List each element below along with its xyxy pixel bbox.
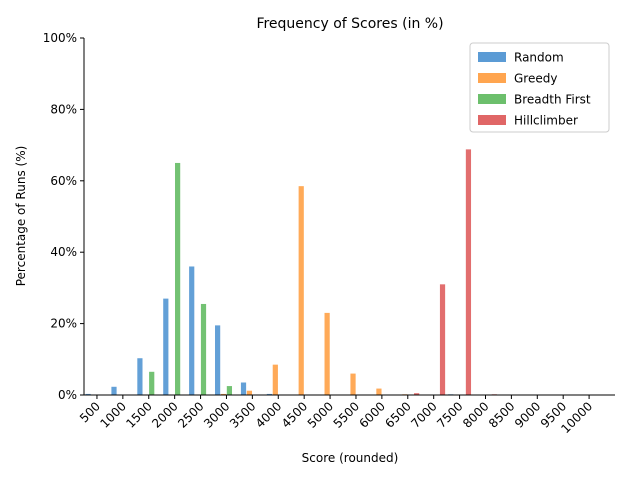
legend-box [469, 42, 610, 133]
bar-hillclimber-7000 [439, 284, 446, 395]
x-tick-label: 9000 [512, 399, 543, 430]
bars-group [85, 149, 497, 395]
x-tick-label: 3500 [227, 399, 258, 430]
bar-random-1500 [137, 358, 143, 395]
y-tick-label: 40% [50, 245, 77, 259]
x-tick-label: 1500 [123, 399, 154, 430]
x-tick-label: 8000 [460, 399, 491, 430]
y-tick-label: 100% [43, 31, 77, 45]
x-tick-label: 2000 [149, 399, 180, 430]
bar-random-3500 [240, 382, 247, 395]
bar-greedy-4500 [298, 186, 304, 395]
legend-label: Hillclimber [514, 114, 578, 128]
x-tick-label: 7500 [434, 399, 465, 430]
x-axis-label: Score (rounded) [302, 451, 399, 465]
bar-random-2500 [189, 266, 195, 395]
x-tick-label: 3000 [201, 399, 232, 430]
chart-title: Frequency of Scores (in %) [256, 16, 443, 32]
y-tick-label: 80% [50, 102, 77, 116]
y-tick-label: 20% [50, 317, 77, 331]
bar-greedy-5500 [350, 373, 356, 395]
bar-random-500 [85, 393, 91, 395]
y-tick-label: 0% [58, 388, 77, 402]
x-tick-label: 7000 [408, 399, 439, 430]
bar-breadth-first-2500 [200, 303, 207, 395]
legend-swatch [478, 73, 506, 83]
bar-random-1000 [111, 386, 117, 395]
bar-random-2000 [163, 298, 169, 395]
bar-greedy-5000 [324, 312, 330, 395]
x-tick-label: 4000 [253, 399, 284, 430]
legend-label: Greedy [514, 72, 557, 86]
x-tick-label: 6500 [382, 399, 413, 430]
bar-greedy-4000 [272, 364, 278, 395]
y-tick-label: 60% [50, 174, 77, 188]
bar-greedy-6000 [376, 388, 382, 395]
bar-breadth-first-3000 [226, 386, 233, 395]
x-tick-label: 4500 [279, 399, 310, 430]
bar-greedy-3500 [246, 390, 253, 395]
legend-label: Breadth First [514, 93, 591, 107]
bar-breadth-first-1500 [149, 371, 155, 395]
legend-swatch [478, 52, 506, 62]
bar-greedy-3000 [220, 393, 227, 395]
y-axis-label: Percentage of Runs (%) [14, 146, 28, 287]
x-tick-label: 8500 [486, 399, 517, 430]
x-tick-label: 2500 [175, 399, 206, 430]
legend: Random Greedy Breadth First Hillclimber [469, 42, 610, 133]
bar-hillclimber-7500 [465, 149, 472, 395]
bar-hillclimber-6500 [414, 393, 420, 395]
legend-swatch [478, 115, 506, 125]
x-tick-label: 1000 [97, 399, 128, 430]
x-tick-label: 5500 [331, 399, 362, 430]
bar-breadth-first-2000 [175, 162, 181, 395]
bar-random-4000 [266, 393, 273, 395]
legend-label: Random [514, 51, 564, 65]
x-tick-label: 6000 [357, 399, 388, 430]
x-tick-label: 5000 [305, 399, 336, 430]
legend-swatch [478, 94, 506, 104]
bar-random-3000 [215, 325, 221, 395]
